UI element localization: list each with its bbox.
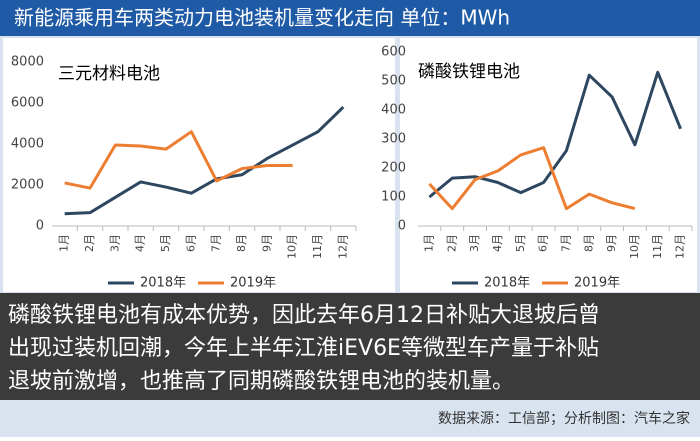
- y-tick-label: 0: [36, 219, 44, 234]
- x-tick-label: 2月: [445, 234, 458, 252]
- x-tick-label: 11月: [651, 234, 664, 259]
- x-tick-label: 10月: [628, 234, 641, 259]
- header-bar: [0, 0, 700, 36]
- x-tick-label: 2月: [83, 234, 96, 252]
- series-line: [64, 130, 293, 190]
- series-line: [428, 70, 682, 199]
- y-tick-label: 200: [381, 161, 406, 176]
- x-tick-label: 12月: [674, 234, 687, 259]
- legend-label: 2018年: [484, 276, 530, 291]
- x-tick-label: 4月: [491, 234, 504, 252]
- caption-line: 出现过装机回潮，今年上半年江淮iEV6E等微型车产量于补贴: [8, 336, 599, 361]
- y-tick-label: 600: [381, 45, 406, 60]
- x-tick-label: 1月: [58, 234, 71, 252]
- source: 数据来源：工信部；分析制图：汽车之家: [438, 410, 690, 427]
- panel: [3, 38, 395, 292]
- y-tick-label: 6000: [11, 96, 44, 111]
- x-tick-label: 4月: [134, 234, 147, 252]
- y-tick-label: 2000: [11, 178, 44, 193]
- x-tick-label: 5月: [159, 234, 172, 252]
- caption-line: 磷酸铁锂电池有成本优势，因此去年6月12日补贴大退坡后曾: [8, 303, 600, 328]
- x-tick-label: 6月: [184, 234, 197, 252]
- y-tick-label: 4000: [11, 137, 44, 152]
- caption-line: 退坡前激增，也推高了同期磷酸铁锂电池的装机量。: [8, 369, 514, 394]
- x-tick-label: 7月: [210, 234, 223, 252]
- x-tick-label: 3月: [108, 234, 121, 252]
- series-line: [64, 106, 345, 216]
- x-tick-label: 6月: [537, 234, 550, 252]
- x-tick-label: 12月: [336, 234, 349, 259]
- legend-label: 2018年: [140, 276, 186, 291]
- y-tick-label: 8000: [11, 55, 44, 70]
- legend-label: 2019年: [230, 276, 276, 291]
- chart-title: 三元材料电池: [58, 64, 160, 84]
- x-tick-label: 1月: [422, 234, 435, 252]
- y-tick-label: 500: [381, 74, 406, 89]
- x-tick-label: 8月: [235, 234, 248, 252]
- y-tick-label: 400: [381, 103, 406, 118]
- series-line: [428, 146, 636, 211]
- x-tick-label: 11月: [311, 234, 324, 259]
- y-tick-label: 100: [381, 190, 406, 205]
- x-tick-label: 10月: [286, 234, 299, 259]
- caption-bar: [0, 293, 700, 400]
- y-tick-label: 0: [398, 219, 406, 234]
- x-tick-label: 5月: [514, 234, 527, 252]
- x-tick-label: 9月: [260, 234, 273, 252]
- header-title: 新能源乘用车两类动力电池装机量变化走向 单位：MWh: [14, 6, 510, 30]
- chart-title: 磷酸铁锂电池: [418, 62, 520, 82]
- y-tick-label: 300: [381, 132, 406, 147]
- legend-label: 2019年: [574, 276, 620, 291]
- x-tick-label: 8月: [582, 234, 595, 252]
- x-tick-label: 9月: [605, 234, 618, 252]
- x-tick-label: 3月: [468, 234, 481, 252]
- x-tick-label: 7月: [559, 234, 572, 252]
